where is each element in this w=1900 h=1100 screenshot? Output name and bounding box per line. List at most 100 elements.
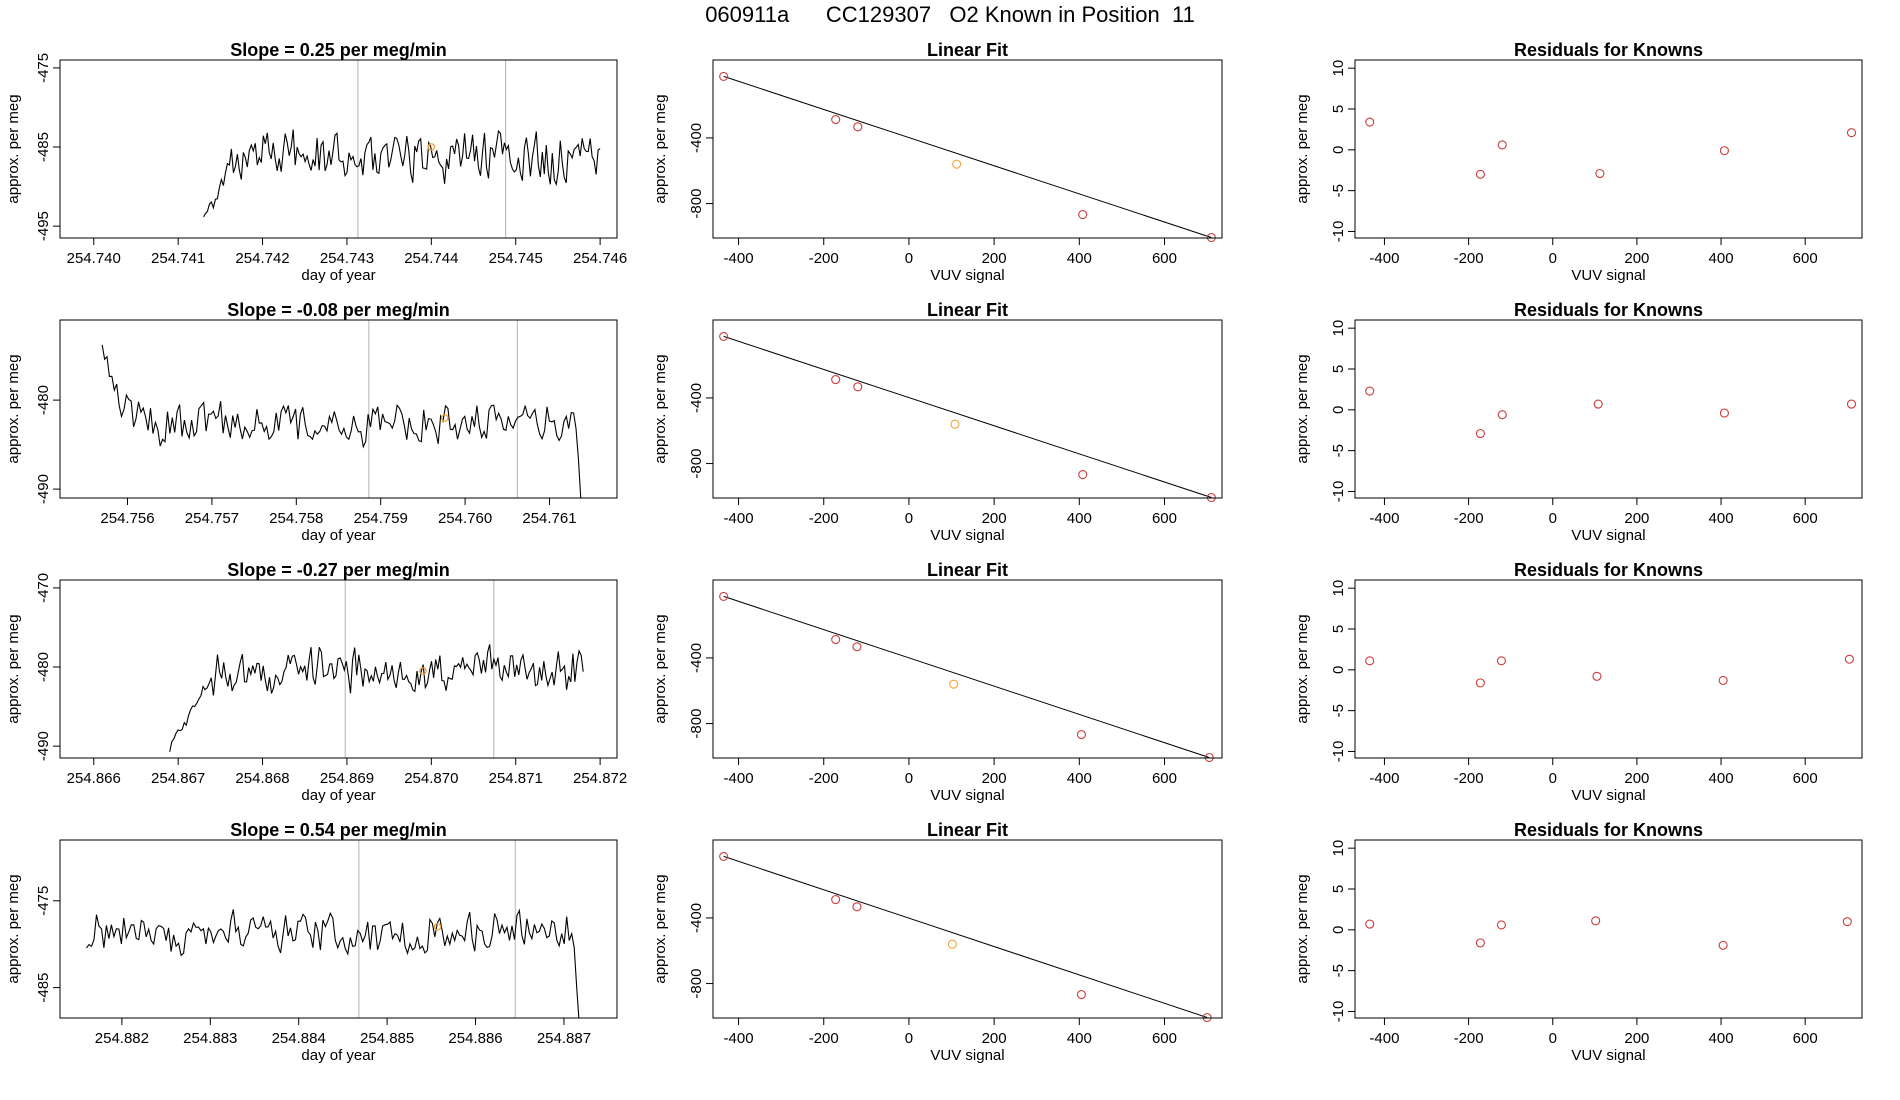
- timeseries-ytick-label: -495: [35, 211, 52, 241]
- residuals-xlabel: VUV signal: [1571, 1047, 1645, 1064]
- timeseries-xtick-label: 254.741: [151, 250, 205, 267]
- linear-fit-xtick-label: 400: [1067, 1030, 1092, 1047]
- timeseries-frame: [59, 59, 618, 239]
- residuals-xtick-label: -400: [1369, 1030, 1399, 1047]
- residual-point: [1365, 919, 1375, 929]
- residuals-xlabel: VUV signal: [1571, 787, 1645, 804]
- timeseries-highlight-point: [433, 922, 442, 931]
- linear-fit-title: Linear Fit: [927, 560, 1008, 580]
- linear-fit-line: [723, 855, 1208, 1018]
- residuals-xtick-label: 400: [1709, 1030, 1734, 1047]
- linear-fit-ylabel: approx. per meg: [652, 354, 669, 463]
- linear-fit-point: [719, 71, 729, 81]
- residuals-xtick-label: 200: [1624, 250, 1649, 267]
- timeseries-xtick-label: 254.746: [573, 250, 627, 267]
- residuals-panel-row-3: Residuals for Knowns -400 -200 0 200 400 600 VU…: [1294, 560, 1863, 804]
- timeseries-xtick-label: 254.742: [235, 250, 289, 267]
- residuals-ylabel: approx. per meg: [1294, 94, 1311, 203]
- linear-fit-xtick-label: -200: [809, 770, 839, 787]
- residuals-xlabel: VUV signal: [1571, 267, 1645, 284]
- figure-title: 060911a CC129307 O2 Known in Position 11: [705, 2, 1195, 27]
- linear-fit-ylabel: approx. per meg: [652, 94, 669, 203]
- residuals-title: Residuals for Knowns: [1514, 40, 1703, 60]
- residuals-ytick-label: 5: [1330, 885, 1347, 893]
- residuals-xtick-label: -400: [1369, 250, 1399, 267]
- timeseries-series-line: [203, 129, 601, 218]
- residuals-frame: [1354, 579, 1863, 759]
- timeseries-panel-row-1: Slope = 0.25 per meg/min 254.740 254.741 25…: [5, 40, 627, 284]
- residuals-xtick-label: 0: [1549, 770, 1557, 787]
- timeseries-title: Slope = -0.08 per meg/min: [227, 300, 450, 320]
- linear-fit-frame: [712, 59, 1223, 239]
- timeseries-highlight-point: [427, 143, 436, 151]
- timeseries-xlabel: day of year: [301, 267, 375, 284]
- linear-fit-xlabel: VUV signal: [930, 267, 1004, 284]
- residual-point: [1591, 916, 1601, 926]
- residuals-ytick-label: -10: [1330, 481, 1347, 503]
- timeseries-xtick-label: 254.871: [489, 770, 543, 787]
- timeseries-panel-row-2: Slope = -0.08 per meg/min 254.756 254.757 2…: [5, 300, 618, 544]
- linear-fit-highlight-point: [947, 939, 957, 949]
- timeseries-xtick-label: 254.761: [522, 510, 576, 527]
- residuals-xtick-label: -200: [1454, 770, 1484, 787]
- linear-fit-xtick-label: 0: [905, 250, 913, 267]
- timeseries-xtick-label: 254.756: [100, 510, 154, 527]
- linear-fit-ytick-label: -400: [688, 643, 705, 673]
- residual-point: [1497, 140, 1507, 150]
- residual-point: [1475, 678, 1485, 688]
- linear-fit-highlight-point: [950, 419, 960, 429]
- linear-fit-highlight-point: [949, 679, 959, 689]
- residual-point: [1718, 940, 1728, 950]
- residuals-xtick-label: 0: [1549, 1030, 1557, 1047]
- timeseries-ylabel: approx. per meg: [5, 874, 22, 983]
- timeseries-xtick-label: 254.867: [151, 770, 205, 787]
- linear-fit-point: [853, 382, 863, 392]
- timeseries-series-line: [101, 344, 582, 498]
- linear-fit-xlabel: VUV signal: [930, 1047, 1004, 1064]
- residuals-title: Residuals for Knowns: [1514, 820, 1703, 840]
- linear-fit-xtick-label: -200: [809, 250, 839, 267]
- residuals-xtick-label: -400: [1369, 770, 1399, 787]
- linear-fit-line: [723, 335, 1212, 498]
- linear-fit-point: [852, 902, 862, 912]
- residual-point: [1496, 920, 1506, 930]
- timeseries-panel-row-3: Slope = -0.27 per meg/min 254.866 254.867 2…: [5, 560, 627, 804]
- linear-fit-ytick-label: -800: [688, 709, 705, 739]
- timeseries-ytick-label: -475: [35, 53, 52, 83]
- residual-point: [1365, 656, 1375, 666]
- residuals-ytick-label: 5: [1330, 105, 1347, 113]
- linear-fit-title: Linear Fit: [927, 40, 1008, 60]
- linear-fit-xtick-label: 200: [982, 250, 1007, 267]
- residual-point: [1718, 675, 1728, 685]
- timeseries-xtick-label: 254.745: [489, 250, 543, 267]
- residual-point: [1592, 671, 1602, 681]
- residuals-ytick-label: -10: [1330, 1001, 1347, 1023]
- timeseries-xtick-label: 254.886: [448, 1030, 502, 1047]
- timeseries-ytick-label: -485: [35, 973, 52, 1003]
- linear-fit-xtick-label: 400: [1067, 510, 1092, 527]
- timeseries-xtick-label: 254.868: [235, 770, 289, 787]
- linear-fit-panel-row-1: Linear Fit -400 -200 0 200 400 600 VUV signal -4…: [652, 40, 1223, 284]
- residuals-ytick-label: 10: [1330, 320, 1347, 337]
- timeseries-xtick-label: 254.883: [183, 1030, 237, 1047]
- residuals-panel-row-2: Residuals for Knowns -400 -200 0 200 400 600 VU…: [1294, 300, 1863, 544]
- linear-fit-point: [852, 642, 862, 652]
- timeseries-xtick-label: 254.884: [272, 1030, 326, 1047]
- residual-point: [1846, 399, 1857, 409]
- timeseries-ytick-label: -470: [35, 573, 52, 603]
- residuals-title: Residuals for Knowns: [1514, 300, 1703, 320]
- residuals-ytick-label: 10: [1330, 580, 1347, 597]
- linear-fit-point: [1078, 469, 1088, 480]
- residuals-xlabel: VUV signal: [1571, 527, 1645, 544]
- residual-point: [1595, 168, 1605, 179]
- timeseries-frame: [59, 579, 618, 759]
- linear-fit-point: [1076, 729, 1086, 740]
- linear-fit-ytick-label: -800: [688, 449, 705, 479]
- residual-point: [1719, 408, 1729, 418]
- timeseries-clip-group: [203, 129, 601, 218]
- timeseries-xtick-label: 254.869: [320, 770, 374, 787]
- residuals-xtick-label: 600: [1793, 770, 1818, 787]
- linear-fit-title: Linear Fit: [927, 300, 1008, 320]
- residuals-xtick-label: 600: [1793, 1030, 1818, 1047]
